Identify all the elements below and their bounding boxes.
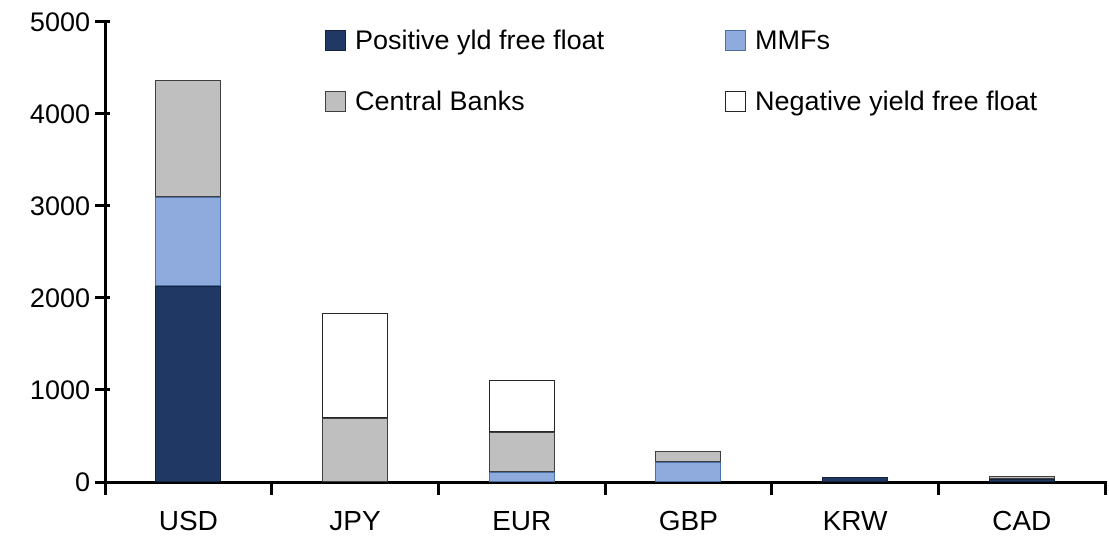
y-tick-label: 1000 [29, 374, 90, 405]
y-tick-label: 3000 [29, 190, 90, 221]
y-tick [95, 480, 110, 484]
x-tick [436, 482, 440, 495]
bar-segment-eur-s2 [488, 432, 555, 472]
x-tick [603, 482, 607, 495]
y-tick [95, 112, 110, 116]
bar-segment-usd-s0 [155, 285, 222, 482]
bar-segment-cad-s2 [988, 475, 1055, 479]
legend-swatch [725, 29, 746, 51]
category-label: JPY [329, 505, 381, 536]
category-label: USD [158, 505, 218, 536]
legend-label: Negative yield free float [755, 86, 1038, 116]
y-tick [95, 296, 110, 300]
legend-item: Central Banks [325, 86, 525, 116]
legend-label: Central Banks [355, 86, 525, 116]
bar-segment-eur-s1 [488, 471, 555, 482]
y-tick-label: 2000 [29, 282, 90, 313]
bar-segment-cad-s0 [988, 478, 1055, 482]
category-label: GBP [658, 505, 718, 536]
bar-segment-usd-s2 [155, 79, 222, 198]
bar-segment-gbp-s1 [655, 461, 722, 482]
x-tick [270, 482, 274, 495]
y-axis-line [103, 19, 107, 485]
bar-segment-krw-s0 [822, 477, 888, 482]
y-tick-label: 0 [74, 467, 90, 497]
x-tick [103, 482, 107, 495]
legend-swatch [325, 29, 346, 51]
legend-label: MMFs [755, 25, 830, 55]
bar-segment-usd-s1 [155, 197, 222, 286]
legend-item: Positive yld free float [325, 25, 604, 55]
y-tick-label: 5000 [29, 6, 90, 37]
category-label: EUR [492, 505, 552, 536]
y-tick [95, 20, 110, 23]
y-tick [95, 204, 110, 208]
legend-item: Negative yield free float [725, 86, 1037, 116]
legend-swatch [325, 90, 346, 112]
legend-item: MMFs [725, 25, 830, 55]
y-tick-label: 4000 [29, 98, 90, 129]
x-tick [1103, 482, 1107, 495]
category-label: KRW [822, 505, 888, 536]
x-tick [770, 482, 774, 495]
y-tick [95, 388, 110, 392]
bar-segment-eur-s3 [488, 379, 555, 433]
bar-segment-jpy-s3 [322, 312, 388, 418]
bar-segment-jpy-s2 [322, 417, 388, 482]
legend-swatch [725, 90, 746, 112]
legend-label: Positive yld free float [355, 25, 605, 55]
category-label: CAD [992, 505, 1052, 536]
x-tick [936, 482, 940, 495]
bar-segment-gbp-s2 [655, 451, 722, 462]
